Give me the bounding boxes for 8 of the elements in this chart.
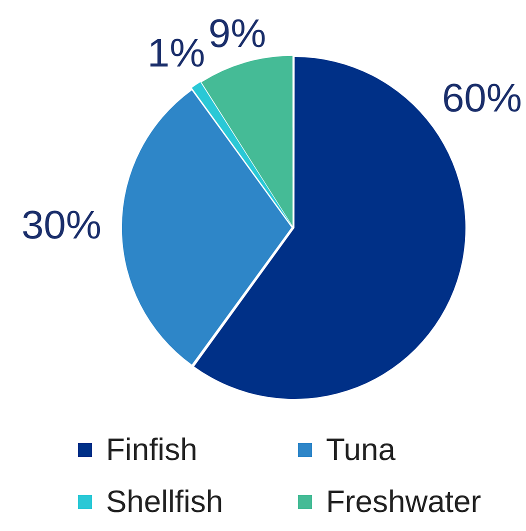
- legend-label: Shellfish: [106, 484, 224, 520]
- legend-label: Freshwater: [326, 484, 482, 520]
- legend-label: Tuna: [326, 432, 396, 468]
- legend-label: Finfish: [106, 432, 198, 468]
- data-label: 9%: [208, 12, 266, 56]
- data-label: 1%: [147, 32, 206, 76]
- data-label: 60%: [442, 76, 522, 120]
- data-label: 30%: [21, 204, 102, 248]
